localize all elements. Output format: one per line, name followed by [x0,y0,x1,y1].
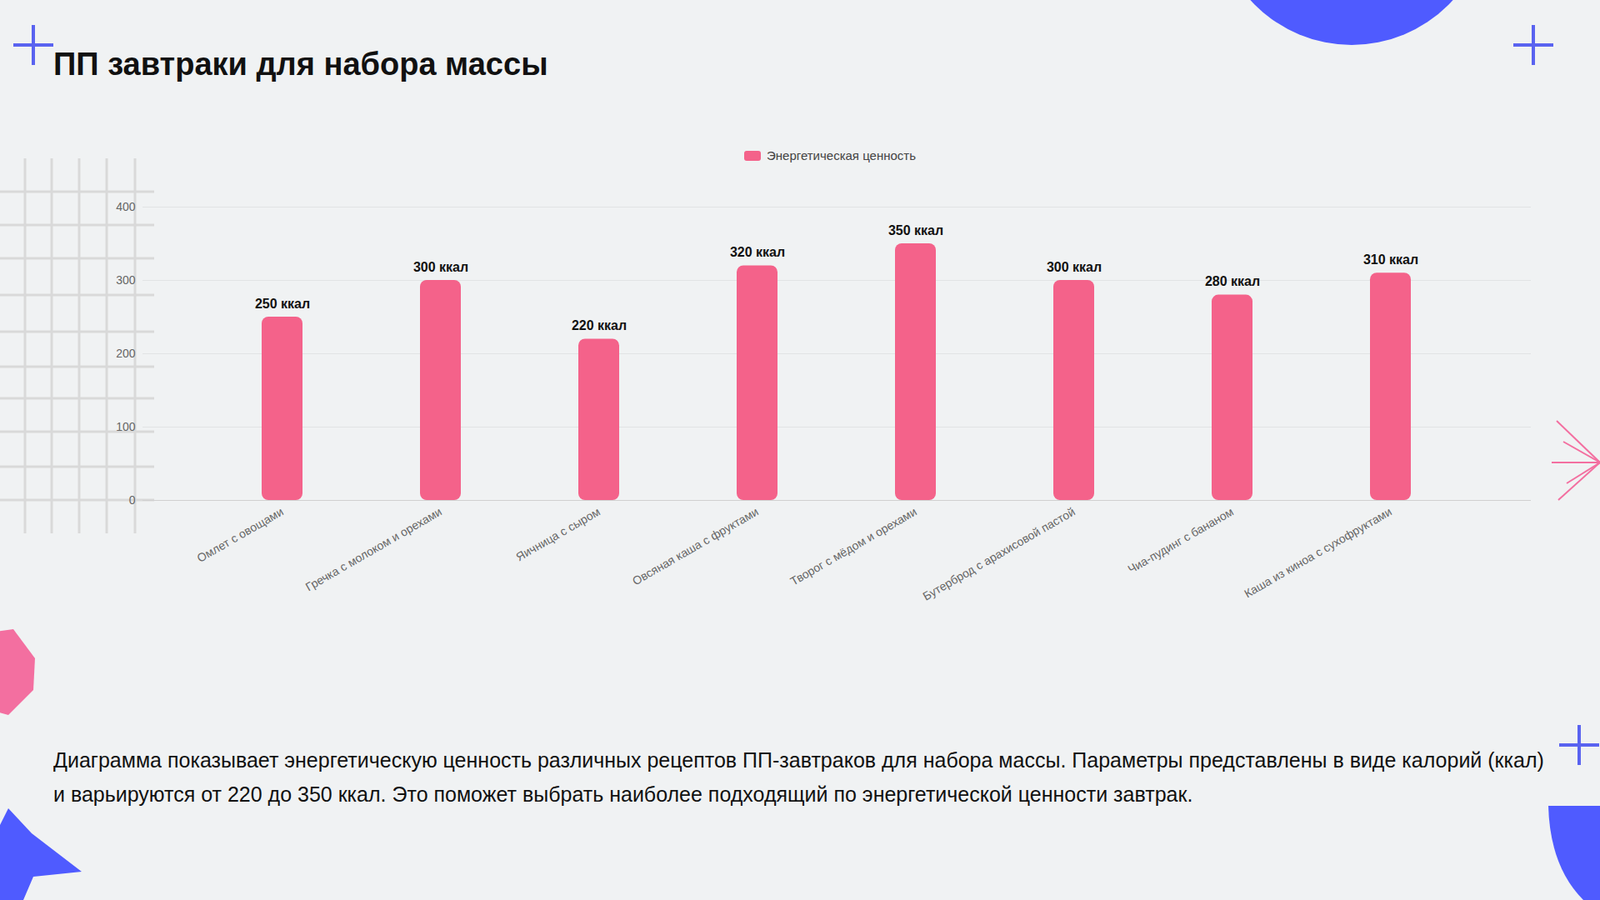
svg-text:310 ккал: 310 ккал [1363,252,1419,267]
svg-text:280 ккал: 280 ккал [1205,274,1260,289]
svg-text:300: 300 [115,273,136,287]
svg-text:300 ккал: 300 ккал [413,260,469,275]
svg-text:Чиа-пудинг с бананом: Чиа-пудинг с бананом [1125,505,1235,577]
html-text:Диаграмма показывает энергетич: Диаграмма показывает энергетическую ценн… [53,748,1544,806]
svg-text:Овсяная каша с фруктами: Овсяная каша с фруктами [630,505,761,589]
html-text:Энергетическая ценность: Энергетическая ценность [766,148,916,163]
svg-text:300 ккал: 300 ккал [1046,260,1102,275]
svg-text:Яичница с сыром: Яичница с сыром [513,505,602,565]
svg-text:220 ккал: 220 ккал [571,318,627,333]
svg-text:Омлет с овощами: Омлет с овощами [195,505,286,565]
svg-text:320 ккал: 320 ккал [730,245,785,260]
svg-text:350 ккал: 350 ккал [888,223,944,238]
svg-text:Бутерброд с арахисовой пастой: Бутерброд с арахисовой пастой [920,505,1078,604]
svg-text:250 ккал: 250 ккал [255,296,310,311]
html-text:ПП завтраки для набора массы: ПП завтраки для набора массы [53,46,548,82]
svg-text:Каша из киноа с сухофруктами: Каша из киноа с сухофруктами [1241,505,1395,601]
svg-text:400: 400 [115,200,136,214]
svg-text:Творог с мёдом и орехами: Творог с мёдом и орехами [788,505,920,589]
svg-text:0: 0 [129,493,136,507]
svg-text:100: 100 [115,420,136,434]
svg-text:200: 200 [115,346,136,360]
svg-text:Гречка с молоком и орехами: Гречка с молоком и орехами [303,505,445,595]
